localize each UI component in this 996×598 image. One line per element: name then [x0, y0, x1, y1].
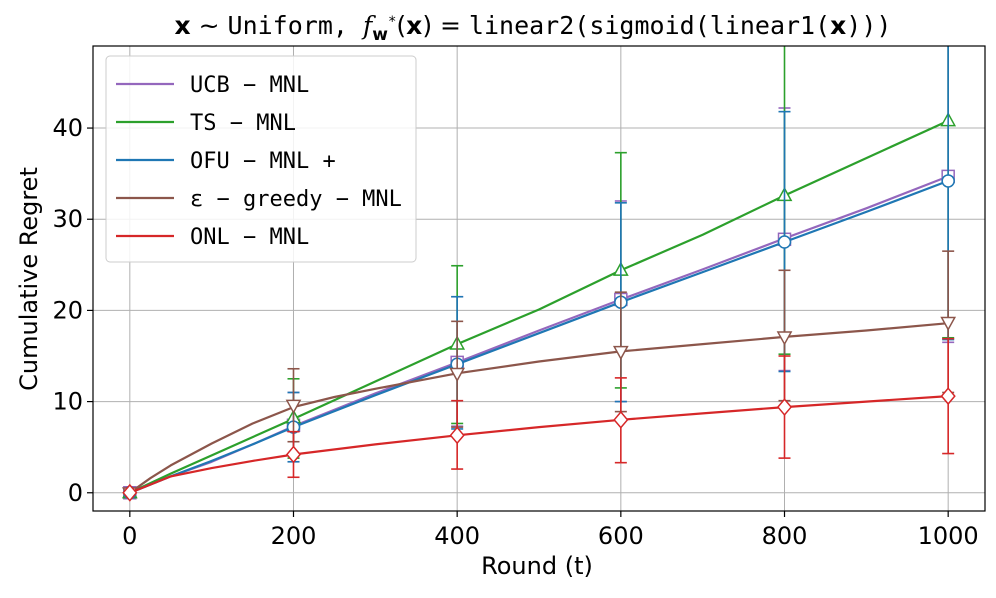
legend-label: TS − MNL [190, 111, 296, 136]
y-tick-label: 20 [52, 296, 83, 324]
data-point [449, 426, 465, 445]
data-point [940, 316, 957, 332]
y-tick-label: 10 [52, 388, 83, 416]
x-tick-label: 800 [762, 522, 808, 550]
data-point [776, 398, 793, 417]
plot-frame [92, 45, 986, 512]
legend-label: ONL − MNL [190, 225, 309, 250]
axis-ticks: 0 200 400 600 800 1000 0 10 20 30 40 [52, 114, 978, 550]
data-point [777, 235, 792, 249]
data-point [613, 410, 629, 429]
data-point [122, 483, 138, 502]
x-tick-label: 0 [122, 522, 137, 550]
y-axis-label: Cumulative Regret [15, 167, 43, 391]
series-4 [122, 337, 956, 502]
data-point [285, 399, 302, 414]
data-point [449, 367, 466, 383]
series-layer [121, 46, 957, 502]
chart-title: x ~ Uniform, fw*(x) = linear2(sigmoid(li… [175, 11, 892, 45]
legend-label: ε − greedy − MNL [190, 187, 402, 212]
series-line [129, 322, 949, 494]
legend: UCB − MNL TS − MNL OFU − MNL + ε − greedy −… [105, 55, 417, 263]
legend-label: UCB − MNL [190, 73, 309, 98]
y-tick-label: 40 [52, 114, 83, 142]
data-point [941, 174, 955, 188]
x-tick-label: 600 [598, 522, 644, 550]
legend-label: OFU − MNL + [190, 149, 336, 174]
x-tick-label: 200 [271, 522, 317, 550]
data-point [776, 331, 793, 346]
x-tick-label: 400 [434, 522, 480, 550]
x-axis-label: Round (t) [481, 552, 593, 580]
y-tick-label: 0 [68, 479, 83, 507]
data-point [285, 445, 302, 464]
data-point [940, 387, 956, 406]
legend-box [105, 55, 417, 263]
x-tick-label: 1000 [918, 522, 979, 550]
data-point [612, 345, 629, 361]
y-tick-label: 30 [52, 205, 83, 233]
series-line [129, 395, 949, 494]
